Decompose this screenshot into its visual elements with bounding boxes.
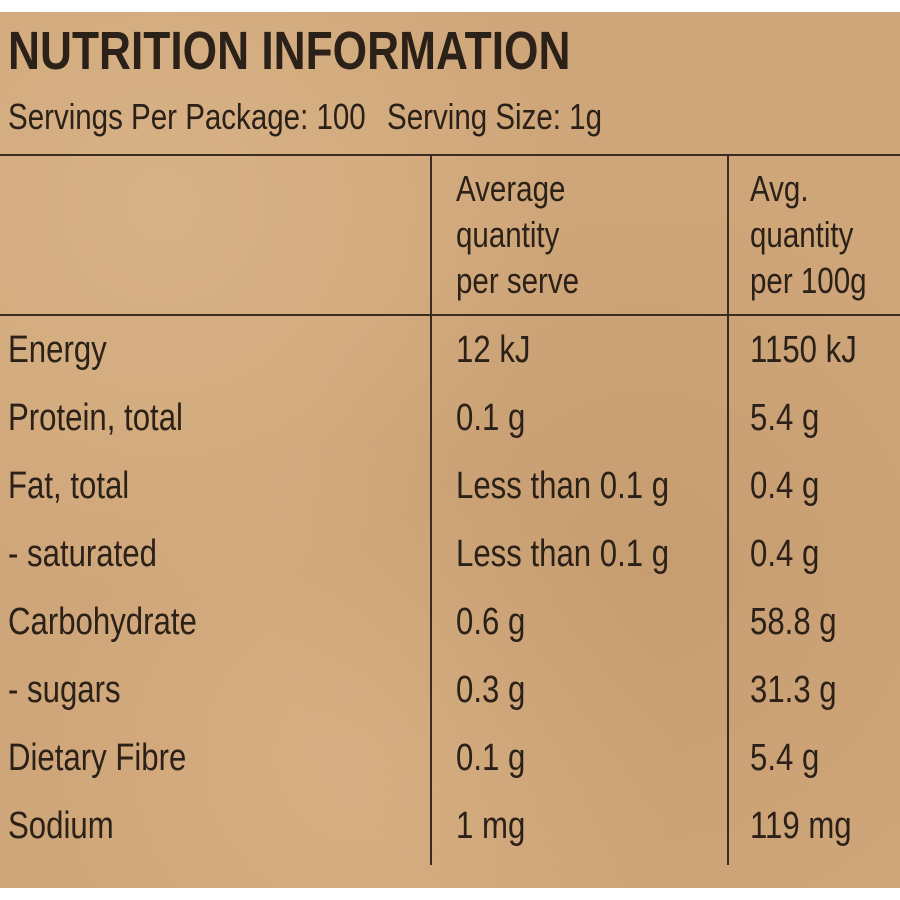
panel-title: NUTRITION INFORMATION bbox=[8, 21, 571, 81]
header-per-100g: Avg. quantity per 100g bbox=[750, 166, 867, 304]
table-row: - saturated Less than 0.1 g 0.4 g bbox=[0, 524, 900, 592]
per-serve-value: 12 kJ bbox=[456, 329, 531, 371]
table-row: - sugars 0.3 g 31.3 g bbox=[0, 660, 900, 728]
per-100g-value: 0.4 g bbox=[750, 533, 820, 575]
nutrient-name: Dietary Fibre bbox=[8, 737, 187, 779]
header-per-100g-line-2: quantity bbox=[750, 214, 854, 255]
servings-line: Servings Per Package: 100 Serving Size: 1… bbox=[8, 94, 602, 140]
column-divider-1 bbox=[430, 155, 432, 865]
nutrition-panel: NUTRITION INFORMATION Servings Per Packa… bbox=[0, 12, 900, 888]
servings-per-package: Servings Per Package: 100 bbox=[8, 96, 366, 137]
header-per-serve-line-2: quantity bbox=[456, 214, 560, 255]
per-100g-value: 31.3 g bbox=[750, 669, 837, 711]
nutrient-name: - saturated bbox=[8, 533, 157, 575]
nutrient-name: Energy bbox=[8, 329, 107, 371]
nutrient-name: Protein, total bbox=[8, 397, 183, 439]
table-row: Protein, total 0.1 g 5.4 g bbox=[0, 388, 900, 456]
per-serve-value: 0.1 g bbox=[456, 737, 526, 779]
per-serve-value: 0.1 g bbox=[456, 397, 526, 439]
header-per-100g-line-3: per 100g bbox=[750, 260, 867, 301]
table-row: Fat, total Less than 0.1 g 0.4 g bbox=[0, 456, 900, 524]
table-row: Energy 12 kJ 1150 kJ bbox=[0, 320, 900, 388]
per-100g-value: 1150 kJ bbox=[750, 329, 857, 371]
per-serve-value: Less than 0.1 g bbox=[456, 533, 670, 575]
nutrient-name: Fat, total bbox=[8, 465, 130, 507]
per-serve-value: 1 mg bbox=[456, 805, 526, 847]
per-100g-value: 58.8 g bbox=[750, 601, 837, 643]
header-per-serve: Average quantity per serve bbox=[456, 166, 579, 304]
per-100g-value: 5.4 g bbox=[750, 737, 820, 779]
table-row: Dietary Fibre 0.1 g 5.4 g bbox=[0, 728, 900, 796]
per-serve-value: 0.6 g bbox=[456, 601, 526, 643]
per-serve-value: 0.3 g bbox=[456, 669, 526, 711]
per-100g-value: 0.4 g bbox=[750, 465, 820, 507]
nutrient-name: Sodium bbox=[8, 805, 114, 847]
per-100g-value: 119 mg bbox=[750, 805, 852, 847]
nutrient-name: Carbohydrate bbox=[8, 601, 197, 643]
table-top-rule bbox=[0, 154, 900, 156]
header-bottom-rule bbox=[0, 314, 900, 316]
header-per-serve-line-1: Average bbox=[456, 168, 566, 209]
nutrient-name: - sugars bbox=[8, 669, 121, 711]
header-per-100g-line-1: Avg. bbox=[750, 168, 809, 209]
serving-size: Serving Size: 1g bbox=[387, 96, 603, 137]
header-per-serve-line-3: per serve bbox=[456, 260, 580, 301]
per-serve-value: Less than 0.1 g bbox=[456, 465, 670, 507]
table-row: Sodium 1 mg 119 mg bbox=[0, 796, 900, 864]
column-divider-2 bbox=[727, 155, 729, 865]
per-100g-value: 5.4 g bbox=[750, 397, 820, 439]
table-row: Carbohydrate 0.6 g 58.8 g bbox=[0, 592, 900, 660]
